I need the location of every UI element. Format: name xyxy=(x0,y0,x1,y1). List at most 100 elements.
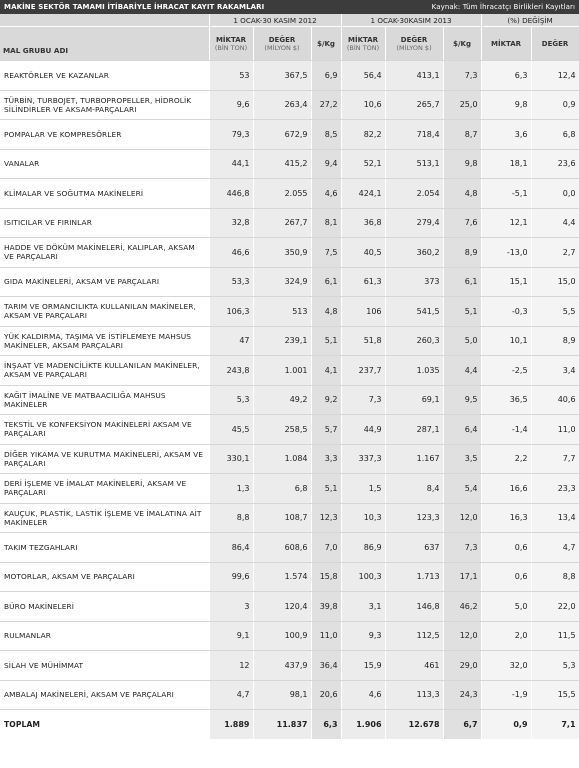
value-2013-cell: 360,2 xyxy=(385,237,444,268)
change-quantity-cell: 9,8 xyxy=(481,90,532,120)
perkg-2012-cell: 5,7 xyxy=(311,414,342,445)
perkg-2012-cell: 7,0 xyxy=(311,532,342,563)
header-value-label: DEĞER xyxy=(400,35,428,44)
change-value-cell: 0,9 xyxy=(531,90,579,120)
change-value-cell: 7,1 xyxy=(531,709,579,739)
change-quantity-cell: 15,1 xyxy=(481,267,532,297)
header-blank xyxy=(0,14,210,27)
table-row: TARIM VE ORMANCILIKTA KULLANILAN MAKİNEL… xyxy=(0,296,579,327)
table-row: GIDA MAKİNELERİ, AKSAM VE PARÇALARI 53,3 3… xyxy=(0,267,579,297)
value-2012-cell: 6,8 xyxy=(253,473,312,504)
change-value-cell: 12,4 xyxy=(531,60,579,91)
quantity-2012-cell: 330,1 xyxy=(209,444,254,474)
quantity-2013-cell: 86,9 xyxy=(341,532,386,563)
perkg-2013-cell: 3,5 xyxy=(443,444,482,474)
perkg-2012-cell: 36,4 xyxy=(311,650,342,681)
change-quantity-cell: -1,9 xyxy=(481,680,532,710)
change-value-cell: 3,4 xyxy=(531,355,579,386)
group-name-cell: HADDE VE DÖKÜM MAKİNELERİ, KALIPLAR, AKS… xyxy=(0,237,210,268)
group-name-cell: TARIM VE ORMANCILIKTA KULLANILAN MAKİNEL… xyxy=(0,296,210,327)
quantity-2012-cell: 12 xyxy=(209,650,254,681)
change-value-cell: 5,3 xyxy=(531,650,579,681)
header-value-2013: DEĞER (MİLYON $) xyxy=(385,26,444,61)
quantity-2013-cell: 40,5 xyxy=(341,237,386,268)
change-quantity-cell: -2,5 xyxy=(481,355,532,386)
value-2013-cell: 1.035 xyxy=(385,355,444,386)
change-quantity-cell: 0,6 xyxy=(481,562,532,592)
table-row: DERİ İŞLEME VE İMALAT MAKİNELERİ, AKSAM … xyxy=(0,473,579,504)
header-quantity-2012: MİKTAR (BİN TON) xyxy=(209,26,254,61)
group-name-cell: POMPALAR VE KOMPRESÖRLER xyxy=(0,119,210,150)
header-change-quantity: MİKTAR xyxy=(481,26,532,61)
quantity-2012-cell: 9,1 xyxy=(209,621,254,651)
value-2012-cell: 415,2 xyxy=(253,149,312,179)
change-quantity-cell: 6,3 xyxy=(481,60,532,91)
table-row: TAKIM TEZGAHLARI 86,4 608,6 7,0 86,9 637 7,3 0,… xyxy=(0,532,579,563)
group-name-cell: TOPLAM xyxy=(0,709,210,739)
quantity-2012-cell: 243,8 xyxy=(209,355,254,386)
change-quantity-cell: 16,6 xyxy=(481,473,532,504)
perkg-2012-cell: 6,1 xyxy=(311,267,342,297)
change-quantity-cell: 36,5 xyxy=(481,385,532,415)
group-name-cell: TÜRBİN, TURBOJET, TURBOPROPELLER, HİDROL… xyxy=(0,90,210,120)
quantity-2012-cell: 1,3 xyxy=(209,473,254,504)
quantity-2013-cell: 36,8 xyxy=(341,208,386,238)
table-row: AMBALAJ MAKİNELERİ, AKSAM VE PARÇALARI 4,… xyxy=(0,680,579,710)
value-2012-cell: 672,9 xyxy=(253,119,312,150)
header-perkg-2012: $/Kg xyxy=(311,26,342,61)
change-value-cell: 6,8 xyxy=(531,119,579,150)
header-row-periods: 1 OCAK-30 KASIM 2012 1 OCAK-30KASIM 2013… xyxy=(0,14,579,27)
group-name-cell: TEKSTİL VE KONFEKSİYON MAKİNELERİ AKSAM … xyxy=(0,414,210,445)
perkg-2012-cell: 20,6 xyxy=(311,680,342,710)
table-title: MAKİNE SEKTÖR TAMAMI İTİBARİYLE İHRACAT … xyxy=(4,3,265,11)
value-2012-cell: 11.837 xyxy=(253,709,312,739)
value-2012-cell: 324,9 xyxy=(253,267,312,297)
value-2013-cell: 287,1 xyxy=(385,414,444,445)
perkg-2012-cell: 5,1 xyxy=(311,326,342,356)
perkg-2013-cell: 6,4 xyxy=(443,414,482,445)
group-name-cell: YÜK KALDIRMA, TAŞIMA VE İSTİFLEMEYE MAHS… xyxy=(0,326,210,356)
header-row-columns: MAL GRUBU ADI MİKTAR (BİN TON) DEĞER (MİLY… xyxy=(0,26,579,61)
change-value-cell: 40,6 xyxy=(531,385,579,415)
table-row: KAUÇUK, PLASTİK, LASTİK İŞLEME VE İMALAT… xyxy=(0,503,579,533)
perkg-2012-cell: 4,8 xyxy=(311,296,342,327)
perkg-2012-cell: 3,3 xyxy=(311,444,342,474)
quantity-2012-cell: 32,8 xyxy=(209,208,254,238)
change-quantity-cell: -0,3 xyxy=(481,296,532,327)
value-2013-cell: 260,3 xyxy=(385,326,444,356)
value-2013-cell: 637 xyxy=(385,532,444,563)
quantity-2013-cell: 106 xyxy=(341,296,386,327)
change-quantity-cell: -1,4 xyxy=(481,414,532,445)
table-row: SİLAH VE MÜHİMMAT 12 437,9 36,4 15,9 461 29,0 3… xyxy=(0,650,579,681)
perkg-2013-cell: 4,8 xyxy=(443,178,482,209)
group-name-cell: VANALAR xyxy=(0,149,210,179)
quantity-2013-cell: 1,5 xyxy=(341,473,386,504)
quantity-2013-cell: 337,3 xyxy=(341,444,386,474)
value-2013-cell: 279,4 xyxy=(385,208,444,238)
quantity-2012-cell: 53 xyxy=(209,60,254,91)
change-value-cell: 15,5 xyxy=(531,680,579,710)
group-name-cell: BÜRO MAKİNELERİ xyxy=(0,591,210,622)
group-name-cell: REAKTÖRLER VE KAZANLAR xyxy=(0,60,210,91)
table-row: TEKSTİL VE KONFEKSİYON MAKİNELERİ AKSAM … xyxy=(0,414,579,445)
change-quantity-cell: 5,0 xyxy=(481,591,532,622)
value-2012-cell: 100,9 xyxy=(253,621,312,651)
header-quantity-unit: (BİN TON) xyxy=(346,43,380,52)
change-quantity-cell: 12,1 xyxy=(481,208,532,238)
value-2012-cell: 120,4 xyxy=(253,591,312,622)
perkg-2012-cell: 27,2 xyxy=(311,90,342,120)
quantity-2012-cell: 79,3 xyxy=(209,119,254,150)
group-name-cell: ISITICILAR VE FIRINLAR xyxy=(0,208,210,238)
quantity-2012-cell: 106,3 xyxy=(209,296,254,327)
value-2012-cell: 437,9 xyxy=(253,650,312,681)
perkg-2012-cell: 8,1 xyxy=(311,208,342,238)
value-2013-cell: 541,5 xyxy=(385,296,444,327)
group-name-cell: DERİ İŞLEME VE İMALAT MAKİNELERİ, AKSAM … xyxy=(0,473,210,504)
change-quantity-cell: 2,2 xyxy=(481,444,532,474)
quantity-2013-cell: 1.906 xyxy=(341,709,386,739)
quantity-2013-cell: 15,9 xyxy=(341,650,386,681)
value-2013-cell: 718,4 xyxy=(385,119,444,150)
change-quantity-cell: -5,1 xyxy=(481,178,532,209)
table-row: BÜRO MAKİNELERİ 3 120,4 39,8 3,1 146,8 46,2 5,0… xyxy=(0,591,579,622)
quantity-2013-cell: 10,6 xyxy=(341,90,386,120)
